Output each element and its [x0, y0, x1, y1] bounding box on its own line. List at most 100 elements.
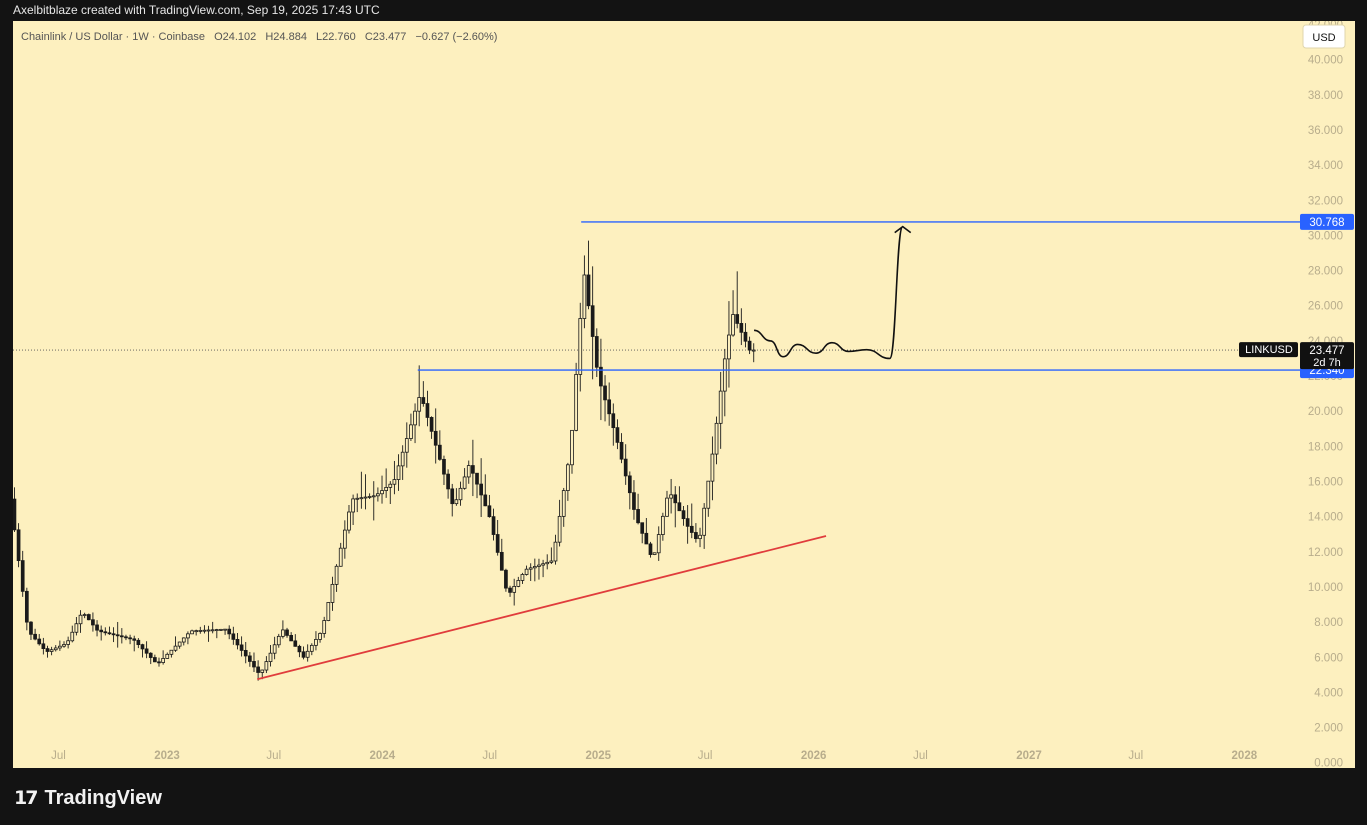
candle: [594, 328, 599, 377]
candle: [285, 627, 289, 638]
candle: [566, 462, 570, 501]
x-axis[interactable]: Jul 2023 Jul 2024 Jul 2025 Jul 2026 Jul 2027 Jul 20…: [51, 750, 1258, 762]
candle: [739, 308, 744, 346]
y-tick-label: 16.000: [1308, 477, 1343, 489]
trendline[interactable]: [257, 535, 827, 681]
tradingview-logo[interactable]: 17 TradingView: [14, 784, 162, 812]
y-tick-label: 12.000: [1308, 547, 1343, 559]
candle: [747, 336, 752, 355]
candle: [508, 585, 512, 597]
candle: [74, 616, 79, 636]
candle: [334, 564, 339, 592]
candle: [520, 572, 525, 584]
ohlc-change: −0.627 (−2.60%): [415, 31, 497, 43]
candle: [231, 626, 236, 645]
candle: [661, 512, 665, 541]
candle: [603, 375, 607, 422]
candle: [665, 490, 669, 517]
candle: [495, 519, 500, 556]
candle: [223, 628, 227, 635]
y-axis[interactable]: 0.000 2.000 4.000 6.000 8.000 10.000 12.000 14.…: [1308, 21, 1343, 768]
candle: [326, 602, 331, 622]
price-chart[interactable]: 0.000 2.000 4.000 6.000 8.000 10.000 12.000 14.…: [13, 21, 1355, 768]
y-tick-label: 36.000: [1308, 125, 1343, 137]
candle: [632, 480, 636, 520]
candle: [694, 523, 698, 543]
x-tick-label: 2023: [154, 750, 180, 762]
candle: [537, 558, 541, 580]
candle: [516, 576, 521, 588]
currency-button[interactable]: USD: [1302, 24, 1346, 49]
candle: [751, 343, 756, 363]
candle: [99, 625, 104, 641]
y-tick-label: 10.000: [1308, 582, 1343, 594]
x-tick-label: Jul: [913, 750, 928, 762]
candle: [95, 620, 99, 637]
candle: [190, 629, 194, 635]
y-tick-label: 38.000: [1308, 90, 1343, 102]
candle: [347, 505, 351, 534]
y-tick-label: 0.000: [1314, 758, 1343, 768]
candle: [161, 650, 165, 665]
candle: [297, 644, 302, 658]
candle: [442, 455, 446, 485]
candle: [409, 413, 413, 441]
candle: [119, 628, 124, 644]
candle: [13, 487, 17, 532]
candle: [272, 636, 277, 660]
candle: [165, 652, 170, 659]
y-tick-label: 6.000: [1314, 652, 1343, 664]
candle: [396, 454, 401, 491]
candle: [314, 631, 318, 651]
x-tick-label: Jul: [698, 750, 713, 762]
candle: [53, 645, 58, 652]
ohlc-open: O24.102: [214, 31, 256, 43]
candle: [86, 613, 91, 621]
candle: [471, 439, 475, 497]
candle: [499, 538, 504, 571]
candle: [392, 460, 397, 495]
candle: [45, 645, 50, 658]
y-tick-label: 28.000: [1308, 266, 1343, 278]
chart-credit: Axelbitblaze created with TradingView.co…: [13, 3, 380, 17]
candle: [227, 625, 232, 640]
candle: [483, 474, 488, 507]
candle: [136, 638, 141, 649]
candle: [437, 430, 442, 461]
candle: [722, 348, 727, 417]
candle: [607, 382, 612, 426]
candle: [305, 644, 310, 662]
candle: [198, 626, 203, 634]
candle: [367, 493, 372, 500]
candle: [177, 641, 182, 649]
x-tick-label: Jul: [482, 750, 497, 762]
candle: [380, 475, 384, 504]
candle: [450, 483, 455, 517]
candle: [640, 522, 645, 544]
candle: [376, 487, 380, 502]
candle: [124, 634, 128, 641]
candle: [20, 550, 25, 597]
projection-path[interactable]: [753, 225, 912, 360]
y-tick-label: 18.000: [1308, 441, 1343, 453]
x-tick-label: 2026: [801, 750, 827, 762]
candle: [549, 547, 554, 565]
top-bar: Axelbitblaze created with TradingView.co…: [0, 0, 1367, 21]
candle: [58, 640, 62, 651]
candle: [49, 646, 54, 656]
candle: [78, 610, 83, 633]
chart-panel[interactable]: 0.000 2.000 4.000 6.000 8.000 10.000 12.000 14.…: [13, 21, 1355, 768]
candle: [727, 301, 731, 388]
candle: [293, 634, 298, 647]
candle: [243, 642, 248, 664]
candle: [599, 338, 603, 421]
horizontal-lines[interactable]: [417, 221, 1300, 371]
candle: [16, 523, 21, 568]
candle: [169, 649, 174, 658]
candle: [702, 503, 707, 549]
candle: [338, 542, 343, 567]
candle: [718, 371, 723, 449]
candle: [570, 429, 574, 474]
candle: [623, 444, 628, 485]
